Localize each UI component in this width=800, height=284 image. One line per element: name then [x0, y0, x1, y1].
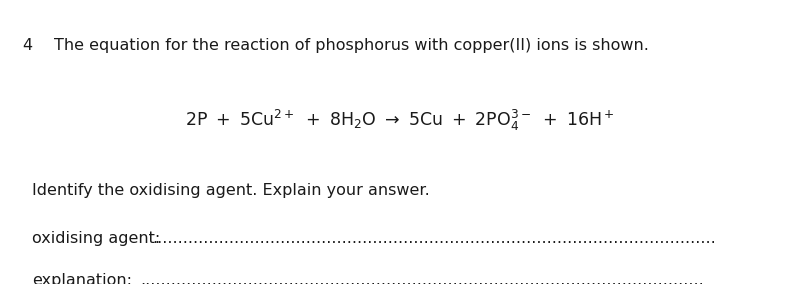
Text: ................................................................................: ........................................…: [140, 273, 704, 284]
Text: $\mathregular{2P\ +\ 5Cu^{2+}\ +\ 8H_2O\ \rightarrow\ 5Cu\ +\ 2PO_4^{3-}\ +\ 16H: $\mathregular{2P\ +\ 5Cu^{2+}\ +\ 8H_2O\…: [185, 108, 615, 133]
Text: explanation:: explanation:: [32, 273, 132, 284]
Text: oxidising agent:: oxidising agent:: [32, 231, 160, 247]
Text: 4: 4: [22, 38, 33, 53]
Text: ................................................................................: ........................................…: [152, 231, 716, 247]
Text: The equation for the reaction of phosphorus with copper(II) ions is shown.: The equation for the reaction of phospho…: [54, 38, 650, 53]
Text: Identify the oxidising agent. Explain your answer.: Identify the oxidising agent. Explain yo…: [32, 183, 430, 198]
